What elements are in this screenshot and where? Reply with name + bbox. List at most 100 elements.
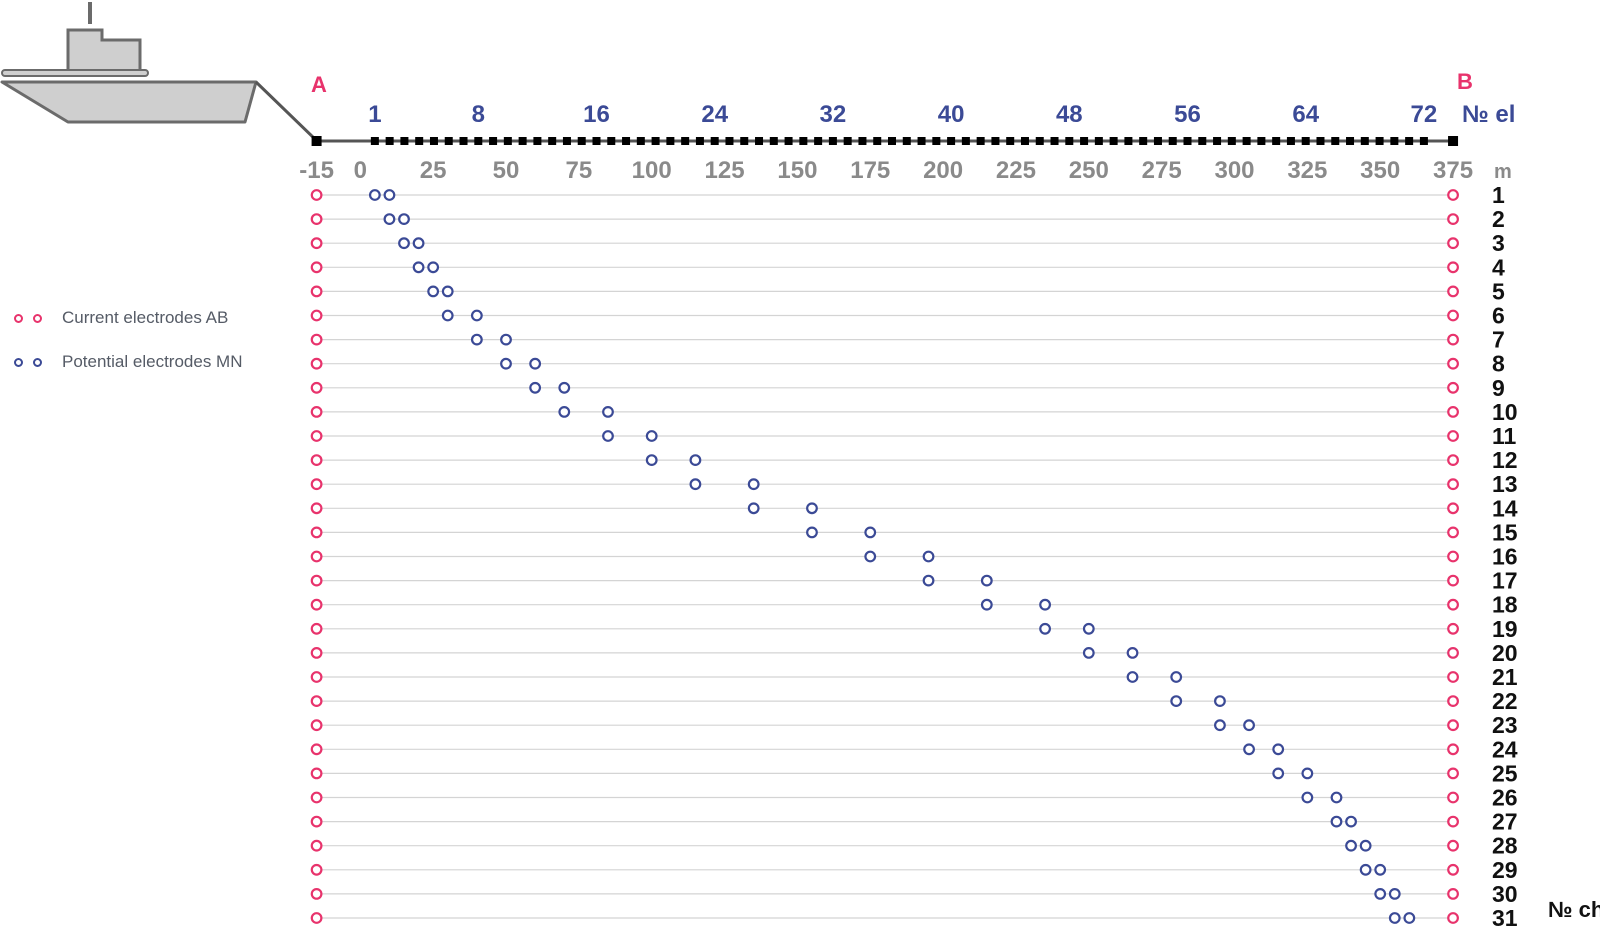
potential-electrode-point	[922, 550, 935, 563]
channel-row: 28	[310, 833, 1518, 859]
channel-number: 6	[1492, 303, 1505, 329]
electrode-marker	[917, 137, 926, 145]
channel-number: 31	[1492, 905, 1518, 926]
channel-row: 2	[310, 206, 1505, 232]
electrode-marker	[636, 137, 645, 145]
meters-tick-label: 150	[777, 157, 817, 184]
electrode-marker	[1168, 137, 1177, 145]
potential-electrode-point	[1170, 695, 1183, 707]
current-electrode-point	[1447, 454, 1459, 467]
current-electrode-point	[1447, 888, 1459, 900]
channel-row: 12	[310, 447, 1518, 473]
current-electrode-point	[1447, 406, 1459, 418]
channel-row: 30	[310, 881, 1518, 907]
channel-row: 18	[310, 592, 1518, 618]
meters-tick-label: 75	[565, 157, 592, 184]
legend-potential: Potential electrodes MN	[14, 352, 242, 372]
potential-electrode-point	[806, 526, 818, 539]
potential-electrode-point	[1126, 647, 1139, 659]
electrode-marker	[932, 137, 941, 145]
current-electrode-point	[1447, 647, 1459, 659]
electrode-marker	[681, 137, 690, 145]
current-electrode-point	[1447, 333, 1459, 346]
potential-electrode-point	[1359, 839, 1372, 852]
electrode-marker	[1405, 137, 1414, 145]
electrode-marker	[1375, 137, 1384, 145]
electrode-marker	[1080, 137, 1089, 145]
legend-current: Current electrodes AB	[14, 308, 228, 328]
channel-row: 8	[310, 351, 1505, 377]
electrode-marker	[755, 137, 764, 145]
channel-row: 23	[310, 712, 1518, 738]
electrode-marker	[1227, 137, 1236, 145]
electrode-marker	[961, 137, 970, 145]
current-electrode-point	[1447, 430, 1459, 442]
potential-electrode-point	[1301, 791, 1314, 804]
electrode-marker	[843, 137, 852, 145]
channel-number: 28	[1492, 833, 1518, 859]
potential-electrode-point	[645, 430, 658, 442]
electrode-marker	[548, 137, 557, 145]
potential-electrode-point	[1082, 622, 1095, 635]
channel-number: 23	[1492, 712, 1518, 738]
current-electrode-point	[310, 815, 323, 828]
potential-electrode-point	[1082, 647, 1095, 659]
channel-number: 26	[1492, 785, 1518, 811]
electrode-tick-label: 32	[820, 101, 847, 128]
channel-row: 22	[310, 688, 1518, 714]
current-electrode-point	[1447, 502, 1459, 515]
electrode-marker	[533, 137, 542, 145]
potential-electrode-point	[383, 213, 396, 226]
channel-row: 16	[310, 544, 1518, 570]
current-electrode-point	[1447, 261, 1459, 274]
electrode-marker	[1065, 137, 1074, 145]
channel-number: 22	[1492, 688, 1518, 714]
potential-electrode-point	[1374, 888, 1387, 900]
channel-rows: 1234567891011121314151617181920212223242…	[310, 182, 1518, 926]
potential-electrode-point	[470, 309, 483, 322]
channel-row: 20	[310, 640, 1518, 666]
potential-electrode-point	[441, 309, 454, 322]
electrode-marker	[740, 137, 749, 145]
current-electrode-point	[310, 791, 323, 804]
electrode-marker	[518, 137, 527, 145]
electrode-marker	[784, 137, 793, 145]
electrode-marker	[666, 137, 675, 145]
channel-number: 19	[1492, 616, 1518, 642]
electrode-marker	[474, 137, 483, 145]
current-electrode-point	[310, 237, 323, 250]
current-electrode-point	[1447, 695, 1459, 707]
electrode-marker	[1272, 137, 1281, 145]
current-electrode-point	[310, 574, 323, 587]
potential-electrode-point	[1214, 719, 1226, 732]
channel-row: 3	[310, 230, 1505, 256]
electrode-marker	[902, 137, 911, 145]
current-electrode-point	[310, 430, 323, 442]
potential-electrode-icon	[14, 357, 23, 367]
electrode-marker	[1050, 137, 1059, 145]
current-electrode-point	[1447, 912, 1459, 924]
potential-electrode-point	[980, 598, 993, 611]
tow-cable	[254, 80, 319, 143]
potential-electrode-point	[1359, 863, 1372, 876]
electrode-marker	[1390, 137, 1399, 145]
channel-row: 6	[310, 303, 1505, 329]
electrode-marker	[562, 137, 571, 145]
current-electrode-point	[310, 719, 323, 732]
channel-number: 3	[1492, 230, 1505, 256]
channel-number: 29	[1492, 857, 1518, 883]
current-electrode-point	[1447, 285, 1459, 298]
electrode-tick-label: 40	[938, 101, 965, 128]
channel-number: 24	[1492, 736, 1518, 762]
electrode-marker	[1213, 137, 1222, 145]
electrode-marker	[370, 137, 379, 145]
meters-tick-label: 300	[1214, 157, 1254, 184]
channel-number: 1	[1492, 182, 1505, 208]
potential-electrode-point	[689, 454, 702, 467]
potential-electrode-point	[1388, 888, 1401, 900]
current-electrode-marker	[1448, 136, 1459, 146]
current-electrode-point	[310, 333, 323, 346]
channel-number: 16	[1492, 544, 1518, 570]
channel-row: 11	[310, 423, 1517, 449]
channel-number: 15	[1492, 519, 1518, 545]
